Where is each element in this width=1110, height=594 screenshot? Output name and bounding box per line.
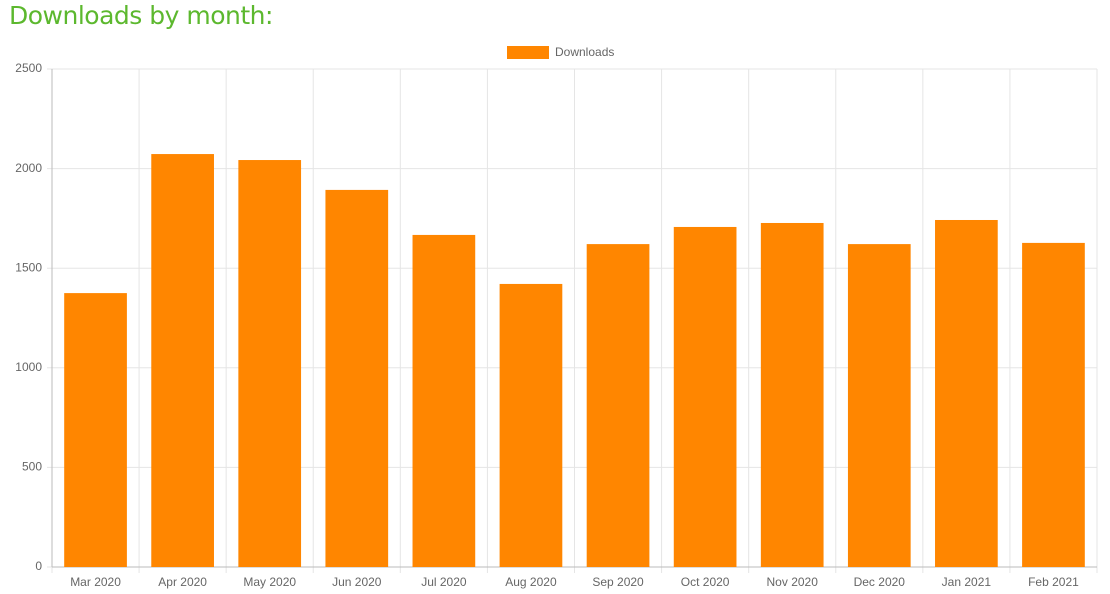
x-tick-label: Sep 2020	[592, 575, 644, 589]
x-tick-label: Oct 2020	[681, 575, 730, 589]
x-tick-label: Apr 2020	[158, 575, 207, 589]
legend-label: Downloads	[555, 45, 614, 59]
bar	[238, 160, 302, 567]
legend-swatch	[507, 46, 549, 59]
bar	[325, 189, 389, 567]
bar	[499, 283, 563, 567]
y-tick-label: 1500	[15, 260, 42, 274]
x-tick-label: Jan 2021	[942, 575, 992, 589]
bar	[412, 234, 476, 567]
x-tick-label: Jun 2020	[332, 575, 382, 589]
y-tick-label: 2000	[15, 161, 42, 175]
x-tick-label: Aug 2020	[505, 575, 557, 589]
y-tick-label: 1000	[15, 360, 42, 374]
y-tick-label: 2500	[15, 61, 42, 75]
x-tick-label: Dec 2020	[854, 575, 906, 589]
bar	[847, 244, 911, 567]
x-tick-label: Nov 2020	[767, 575, 819, 589]
x-tick-label: Feb 2021	[1028, 575, 1079, 589]
x-tick-label: May 2020	[243, 575, 296, 589]
bar	[935, 219, 998, 568]
y-tick-label: 500	[22, 460, 42, 474]
heading: Downloads by month:	[9, 1, 273, 30]
bar	[760, 222, 824, 567]
bar	[64, 293, 127, 567]
bar	[586, 244, 650, 567]
x-tick-label: Mar 2020	[70, 575, 121, 589]
y-tick-label: 0	[35, 559, 42, 573]
bar	[673, 226, 737, 567]
bar	[1022, 242, 1085, 567]
x-tick-label: Jul 2020	[421, 575, 467, 589]
bar	[151, 154, 214, 567]
